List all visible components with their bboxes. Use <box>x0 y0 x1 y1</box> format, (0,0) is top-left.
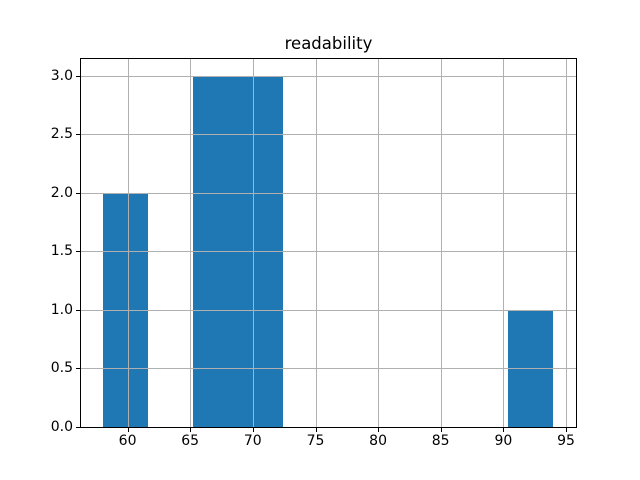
y-tick-mark <box>76 368 80 370</box>
gridline-vertical <box>190 58 192 427</box>
x-tick-label: 85 <box>431 433 450 449</box>
spine-bottom <box>80 427 577 428</box>
x-tick-mark <box>503 428 505 432</box>
chart-title: readability <box>284 34 373 53</box>
gridline-vertical <box>252 58 254 427</box>
y-tick-label: 2.5 <box>50 126 73 143</box>
x-tick-label: 80 <box>369 433 387 449</box>
y-tick-mark <box>76 427 80 428</box>
x-tick-mark <box>190 428 192 432</box>
x-tick-mark <box>566 428 567 432</box>
y-tick-mark <box>76 192 80 194</box>
x-tick-mark <box>315 428 317 432</box>
gridline-horizontal <box>80 75 576 77</box>
y-tick-mark <box>76 75 80 77</box>
y-tick-label: 3.0 <box>50 67 73 84</box>
x-tick-mark <box>378 428 380 432</box>
x-tick-mark <box>127 428 129 432</box>
gridline-vertical <box>127 58 129 427</box>
gridline-horizontal <box>80 251 576 253</box>
x-tick-label: 95 <box>557 433 575 449</box>
y-tick-mark <box>76 251 80 253</box>
gridline-horizontal <box>80 309 576 311</box>
y-tick-label: 0.0 <box>50 419 73 435</box>
y-tick-label: 0.5 <box>50 360 73 377</box>
spine-left <box>80 58 81 428</box>
histogram-bar <box>102 192 148 427</box>
y-tick-label: 1.0 <box>50 301 73 318</box>
y-tick-mark <box>76 309 80 311</box>
x-tick-mark <box>440 428 442 432</box>
gridline-horizontal <box>80 134 576 136</box>
x-tick-mark <box>252 428 254 432</box>
y-tick-label: 1.5 <box>50 243 73 260</box>
x-tick-label: 75 <box>306 433 325 449</box>
gridline-horizontal <box>80 192 576 194</box>
gridline-vertical <box>378 58 380 427</box>
spine-top <box>80 58 577 59</box>
x-tick-label: 65 <box>181 433 200 449</box>
spine-right <box>576 58 577 428</box>
x-tick-label: 60 <box>118 433 137 449</box>
x-tick-label: 70 <box>243 433 262 449</box>
gridline-vertical <box>315 58 317 427</box>
gridline-horizontal <box>80 368 576 370</box>
x-tick-label: 90 <box>494 433 513 449</box>
y-tick-mark <box>76 134 80 136</box>
gridline-vertical <box>566 58 567 427</box>
gridline-vertical <box>503 58 505 427</box>
y-tick-label: 2.0 <box>50 184 73 201</box>
gridline-vertical <box>440 58 442 427</box>
